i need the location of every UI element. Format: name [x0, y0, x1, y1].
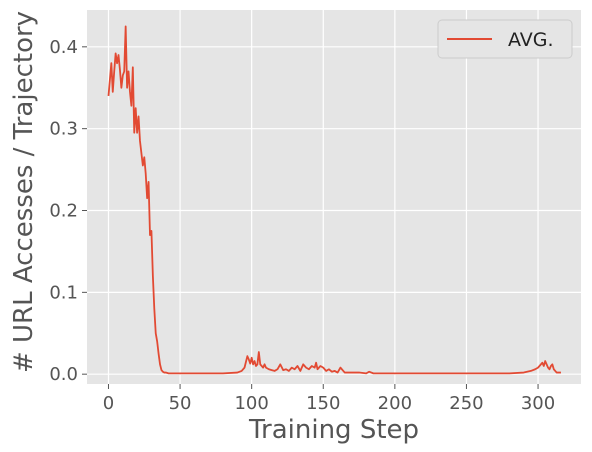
y-axis-label: # URL Accesses / Trajectory — [9, 11, 39, 373]
series-layer — [107, 25, 561, 375]
y-tick-label: 0.4 — [49, 37, 78, 58]
grid-lines — [87, 10, 581, 384]
series-line-avg — [107, 25, 561, 375]
x-tick-label: 250 — [449, 393, 483, 414]
x-axis-label: Training Step — [248, 415, 419, 445]
legend-box — [437, 19, 573, 59]
x-tick-label: 100 — [234, 393, 268, 414]
x-tick-label: 200 — [378, 393, 412, 414]
legend: AVG. — [437, 19, 573, 59]
y-tick-label: 0.3 — [49, 119, 78, 140]
plot-area-background — [87, 10, 581, 384]
x-tick-label: 50 — [169, 393, 192, 414]
y-tick-label: 0.0 — [49, 364, 78, 385]
y-tick-label: 0.1 — [49, 282, 78, 303]
x-tick-label: 300 — [521, 393, 555, 414]
axis-ticks: 0 50 100 150 200 250 300 0.0 0.1 0.2 0.3 0.4 — [49, 37, 555, 414]
x-tick-label: 150 — [306, 393, 340, 414]
x-tick-label: 0 — [103, 393, 114, 414]
y-tick-label: 0.2 — [49, 201, 78, 222]
legend-label: AVG. — [508, 29, 554, 51]
